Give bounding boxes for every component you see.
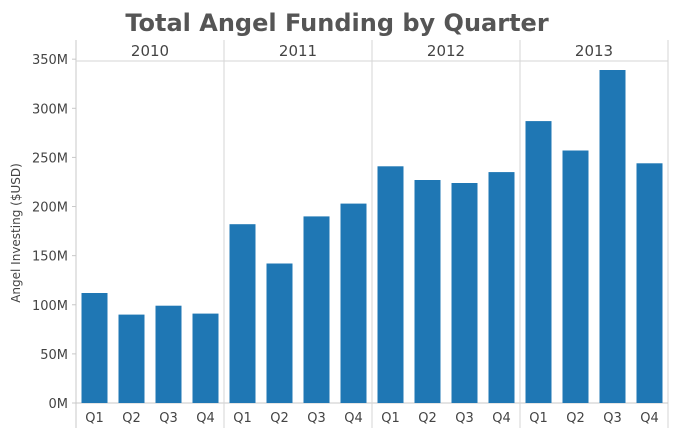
- category-label: Q2: [566, 411, 585, 426]
- bar-2011-q1[interactable]: [229, 224, 256, 403]
- year-label: 2012: [427, 42, 465, 60]
- category-label: Q1: [529, 411, 548, 426]
- bar-2010-q4[interactable]: [192, 313, 219, 403]
- bar-2012-q3[interactable]: [451, 183, 478, 403]
- category-label: Q4: [492, 411, 511, 426]
- bar-2013-q4[interactable]: [636, 163, 663, 403]
- y-tick-label: 150M: [32, 250, 68, 265]
- bar-2011-q3[interactable]: [303, 216, 330, 403]
- category-label: Q1: [85, 411, 104, 426]
- category-label: Q3: [159, 411, 178, 426]
- y-tick-label: 0M: [49, 397, 69, 412]
- y-axis-ticks: 0M 50M 100M 150M 200M 250M 300M 350M: [32, 53, 76, 412]
- y-axis-title: Angel Investing ($USD): [9, 163, 23, 303]
- year-label: 2011: [279, 42, 317, 60]
- bar-2010-q3[interactable]: [155, 305, 182, 403]
- bar-2012-q2[interactable]: [414, 180, 441, 403]
- year-headers: 2010 2011 2012 2013: [131, 42, 613, 60]
- category-label: Q2: [270, 411, 289, 426]
- y-tick-label: 200M: [32, 201, 68, 216]
- x-axis-categories: Q1 Q2 Q3 Q4 Q1 Q2 Q3 Q4 Q1 Q2 Q3 Q4 Q1 Q2 Q3 Q4: [85, 411, 659, 426]
- category-label: Q3: [603, 411, 622, 426]
- chart-title: Total Angel Funding by Quarter: [125, 9, 548, 37]
- y-tick-label: 250M: [32, 151, 68, 166]
- bar-2011-q4[interactable]: [340, 203, 367, 403]
- category-label: Q4: [640, 411, 659, 426]
- bar-2013-q2[interactable]: [562, 150, 589, 404]
- category-label: Q1: [233, 411, 252, 426]
- y-tick-label: 50M: [40, 348, 68, 363]
- y-tick-label: 300M: [32, 102, 68, 117]
- bar-2012-q1[interactable]: [377, 166, 404, 403]
- bar-2010-q2[interactable]: [118, 314, 145, 403]
- bar-2011-q2[interactable]: [266, 263, 293, 404]
- bar-2012-q4[interactable]: [488, 172, 515, 403]
- bars: [81, 70, 663, 404]
- bar-2010-q1[interactable]: [81, 293, 108, 403]
- bar-2013-q3[interactable]: [599, 70, 626, 403]
- year-label: 2010: [131, 42, 169, 60]
- year-label: 2013: [575, 42, 613, 60]
- category-label: Q4: [344, 411, 363, 426]
- category-label: Q3: [307, 411, 326, 426]
- y-tick-label: 350M: [32, 53, 68, 68]
- bar-2013-q1[interactable]: [525, 121, 552, 403]
- category-label: Q4: [196, 411, 215, 426]
- category-label: Q2: [122, 411, 141, 426]
- category-label: Q3: [455, 411, 474, 426]
- category-label: Q1: [381, 411, 400, 426]
- y-tick-label: 100M: [32, 299, 68, 314]
- category-label: Q2: [418, 411, 437, 426]
